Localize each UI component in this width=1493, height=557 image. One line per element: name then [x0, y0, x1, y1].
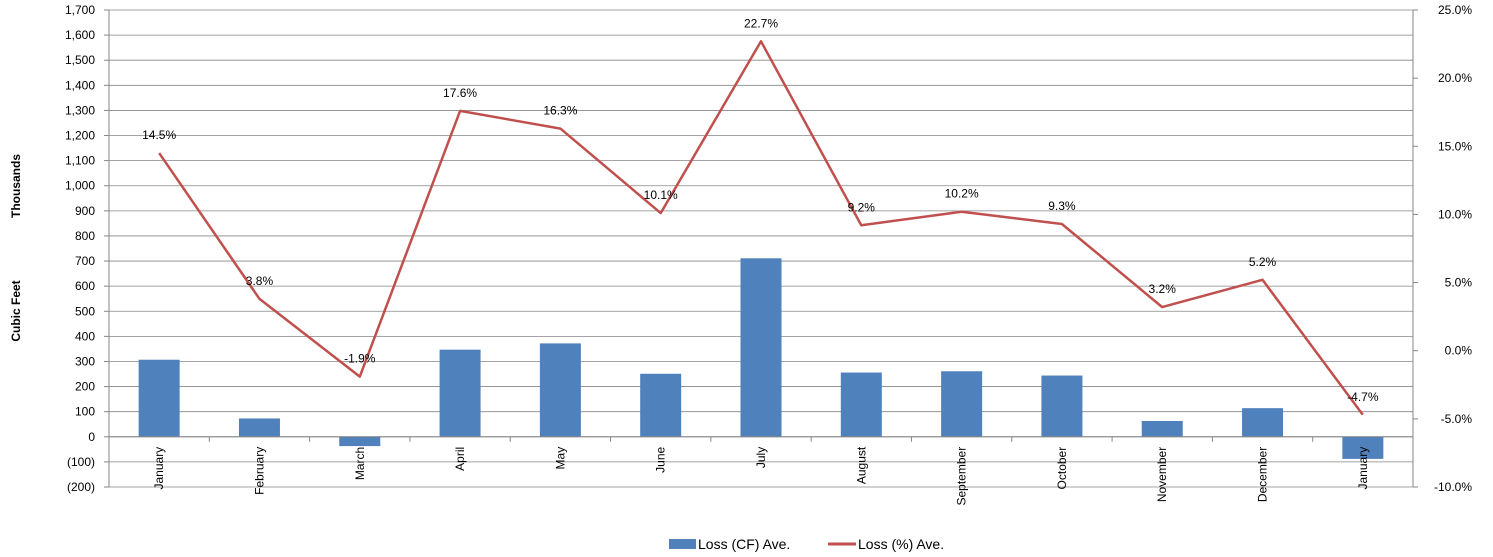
line-series: [158, 40, 1364, 416]
y-axis-title-cubic-feet: Cubic Feet: [9, 280, 23, 341]
right-axis-ticks: 25.0% 20.0% 15.0% 10.0% 5.0% 0.0% -5.0% -10.0%: [1434, 3, 1472, 494]
line-data-label: 5.2%: [1249, 255, 1277, 269]
category-label: August: [854, 446, 868, 484]
category-label: June: [654, 446, 668, 472]
line-data-label: -1.9%: [344, 352, 376, 366]
legend: Loss (CF) Ave. Loss (%) Ave.: [669, 536, 944, 552]
legend-swatch-bar: [669, 539, 696, 549]
left-tick-label: 700: [75, 254, 95, 268]
bar: [138, 359, 180, 437]
left-tick-label: 200: [75, 380, 95, 394]
category-label: November: [1155, 447, 1169, 502]
bar: [1242, 408, 1284, 437]
category-label: July: [754, 447, 768, 468]
left-tick-label: (100): [67, 455, 95, 469]
left-tick-label: 1,100: [65, 154, 95, 168]
left-tick-label: 500: [75, 304, 95, 318]
right-tick-label: -5.0%: [1441, 412, 1473, 426]
left-tick-label: 400: [75, 329, 95, 343]
bar-series: [138, 258, 1384, 459]
line-data-labels: 14.5% 3.8% -1.9% 17.6% 16.3% 10.1% 22.7% 9.2% 10…: [142, 16, 1379, 403]
axes: [104, 9, 1418, 488]
left-tick-label: 1,600: [65, 28, 95, 42]
left-tick-label: 600: [75, 279, 95, 293]
line-data-label: -4.7%: [1347, 390, 1379, 404]
left-tick-label: 1,200: [65, 129, 95, 143]
left-tick-label: 800: [75, 229, 95, 243]
left-tick-label: 300: [75, 354, 95, 368]
category-label: April: [453, 447, 467, 471]
line-data-label: 10.2%: [945, 187, 979, 201]
right-tick-label: 0.0%: [1445, 344, 1473, 358]
bar: [941, 371, 983, 437]
category-label: September: [955, 447, 969, 506]
legend-label-bar: Loss (CF) Ave.: [698, 536, 790, 552]
left-tick-label: (200): [67, 480, 95, 494]
line-data-label: 14.5%: [142, 128, 176, 142]
legend-label-line: Loss (%) Ave.: [858, 536, 944, 552]
left-tick-label: 0: [88, 430, 95, 444]
bar: [439, 349, 481, 437]
left-tick-label: 1,500: [65, 53, 95, 67]
bar: [238, 418, 280, 437]
right-tick-label: 15.0%: [1438, 139, 1472, 153]
line-data-label: 9.2%: [848, 200, 876, 214]
category-label: January: [1356, 447, 1370, 490]
category-label: January: [152, 447, 166, 490]
bar: [840, 372, 882, 437]
line-data-label: 9.3%: [1048, 199, 1076, 213]
category-label: December: [1256, 447, 1270, 502]
line-data-label: 16.3%: [543, 104, 577, 118]
left-tick-label: 1,700: [65, 3, 95, 17]
right-tick-label: 20.0%: [1438, 71, 1472, 85]
right-tick-label: 10.0%: [1438, 207, 1472, 221]
bar: [740, 258, 782, 437]
bar: [1342, 436, 1384, 459]
line-data-label: 10.1%: [644, 188, 678, 202]
category-label: March: [353, 447, 367, 480]
category-labels: January February March April May June July Augu…: [152, 446, 1370, 505]
left-tick-label: 1,000: [65, 179, 95, 193]
bar: [1041, 375, 1083, 437]
category-label: May: [553, 447, 567, 470]
left-tick-label: 100: [75, 405, 95, 419]
right-tick-label: 5.0%: [1445, 276, 1473, 290]
category-label: February: [252, 447, 266, 495]
line-data-label: 17.6%: [443, 86, 477, 100]
left-axis-ticks: 1,700 1,600 1,500 1,400 1,300 1,200 1,100 1,000…: [65, 3, 95, 494]
y-axis-title-thousands: Thousands: [9, 154, 23, 218]
line-data-label: 22.7%: [744, 16, 778, 30]
left-tick-label: 1,300: [65, 103, 95, 117]
right-tick-label: -10.0%: [1434, 480, 1472, 494]
line-data-label: 3.8%: [246, 274, 274, 288]
loss-percent-line: [158, 40, 1364, 416]
left-tick-label: 1,400: [65, 78, 95, 92]
bar: [1141, 420, 1183, 437]
line-data-label: 3.2%: [1149, 282, 1177, 296]
category-label: October: [1055, 447, 1069, 490]
bar: [339, 436, 381, 447]
left-tick-label: 900: [75, 204, 95, 218]
right-tick-label: 25.0%: [1438, 3, 1472, 17]
bar: [539, 343, 581, 437]
bar: [640, 373, 682, 437]
